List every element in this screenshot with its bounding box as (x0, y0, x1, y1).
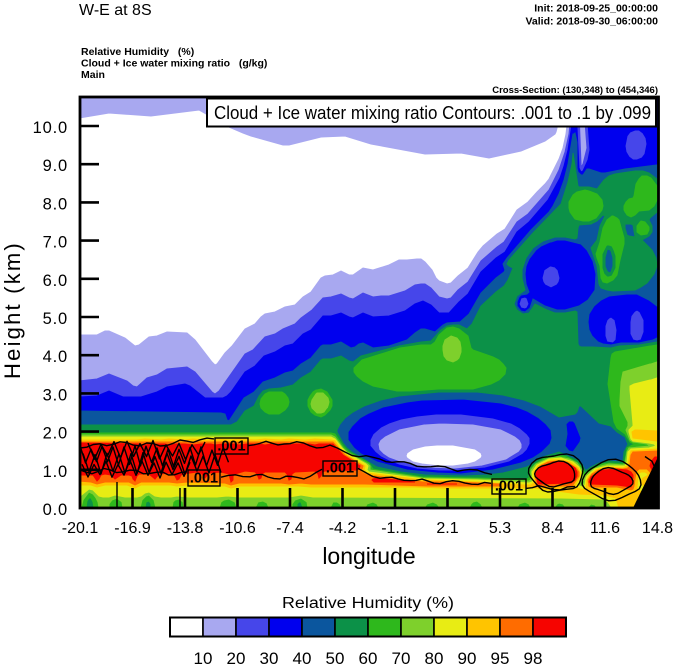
svg-text:98: 98 (524, 649, 543, 667)
svg-text:-10.6: -10.6 (219, 520, 256, 537)
svg-text:10: 10 (194, 649, 213, 667)
svg-text:11.6: 11.6 (590, 520, 620, 537)
svg-text:0.0: 0.0 (43, 501, 68, 519)
svg-text:4.0: 4.0 (43, 348, 68, 366)
svg-text:2.0: 2.0 (43, 425, 68, 443)
svg-text:2.1: 2.1 (436, 520, 458, 537)
svg-text:Cloud + Ice water mixing ratio: Cloud + Ice water mixing ratio Contours:… (214, 102, 651, 123)
svg-text:60: 60 (359, 649, 378, 667)
svg-text:6.0: 6.0 (43, 272, 68, 290)
svg-text:Init: 2018-09-25_00:00:00: Init: 2018-09-25_00:00:00 (534, 3, 658, 15)
svg-text:Relative Humidity (%): Relative Humidity (%) (81, 46, 194, 58)
svg-text:Main: Main (81, 69, 105, 81)
svg-text:-16.9: -16.9 (114, 520, 151, 537)
svg-text:5.3: 5.3 (489, 520, 511, 537)
svg-text:8.4: 8.4 (541, 520, 563, 537)
svg-text:longitude: longitude (322, 543, 415, 569)
svg-text:Height (km): Height (km) (0, 241, 25, 379)
svg-text:14.8: 14.8 (642, 520, 673, 537)
svg-text:5.0: 5.0 (43, 310, 68, 328)
svg-text:95: 95 (491, 649, 510, 667)
svg-text:10.0: 10.0 (33, 119, 68, 137)
svg-text:40: 40 (293, 649, 312, 667)
svg-text:20: 20 (227, 649, 246, 667)
svg-text:50: 50 (326, 649, 345, 667)
svg-text:-20.1: -20.1 (62, 520, 99, 537)
svg-text:90: 90 (458, 649, 477, 667)
svg-text:Cloud + Ice water mixing ratio: Cloud + Ice water mixing ratio (g/kg) (81, 58, 267, 70)
svg-text:.001: .001 (495, 479, 523, 495)
svg-text:80: 80 (425, 649, 444, 667)
svg-text:.001: .001 (217, 439, 245, 455)
svg-text:Valid: 2018-09-30_06:00:00: Valid: 2018-09-30_06:00:00 (525, 16, 658, 28)
svg-text:.001: .001 (326, 461, 354, 477)
svg-text:-1.1: -1.1 (381, 520, 409, 537)
svg-text:9.0: 9.0 (43, 157, 68, 175)
svg-text:1.0: 1.0 (43, 463, 68, 481)
svg-text:70: 70 (392, 649, 411, 667)
svg-text:W-E at 8S: W-E at 8S (79, 2, 152, 19)
svg-text:8.0: 8.0 (43, 195, 68, 213)
svg-text:30: 30 (260, 649, 279, 667)
svg-text:.001: .001 (190, 471, 218, 487)
svg-text:-13.8: -13.8 (167, 520, 204, 537)
svg-text:7.0: 7.0 (43, 234, 68, 252)
svg-text:-4.2: -4.2 (329, 520, 357, 537)
svg-text:3.0: 3.0 (43, 386, 68, 404)
svg-text:Relative Humidity (%): Relative Humidity (%) (282, 595, 454, 612)
svg-text:Cross-Section: (130,348) to (4: Cross-Section: (130,348) to (454,346) (492, 85, 658, 96)
svg-text:-7.4: -7.4 (276, 520, 304, 537)
